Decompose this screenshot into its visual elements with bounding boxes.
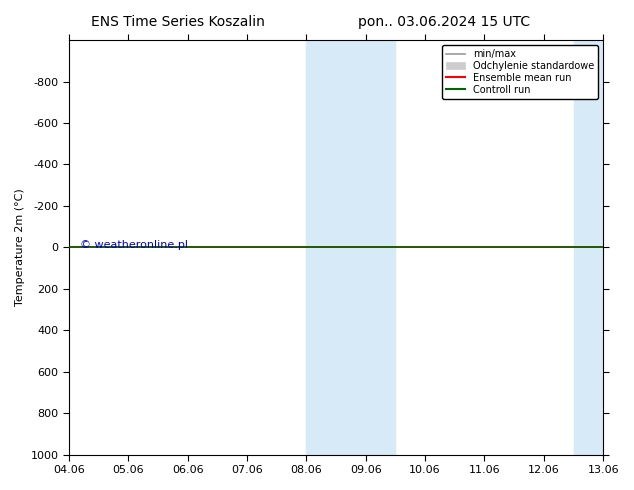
Legend: min/max, Odchylenie standardowe, Ensemble mean run, Controll run: min/max, Odchylenie standardowe, Ensembl… — [442, 45, 598, 98]
Y-axis label: Temperature 2m (°C): Temperature 2m (°C) — [15, 189, 25, 306]
Text: © weatheronline.pl: © weatheronline.pl — [80, 240, 188, 250]
Bar — [306, 40, 396, 455]
Text: ENS Time Series Koszalin: ENS Time Series Koszalin — [91, 15, 264, 29]
Text: pon.. 03.06.2024 15 UTC: pon.. 03.06.2024 15 UTC — [358, 15, 530, 29]
Bar — [574, 40, 633, 455]
